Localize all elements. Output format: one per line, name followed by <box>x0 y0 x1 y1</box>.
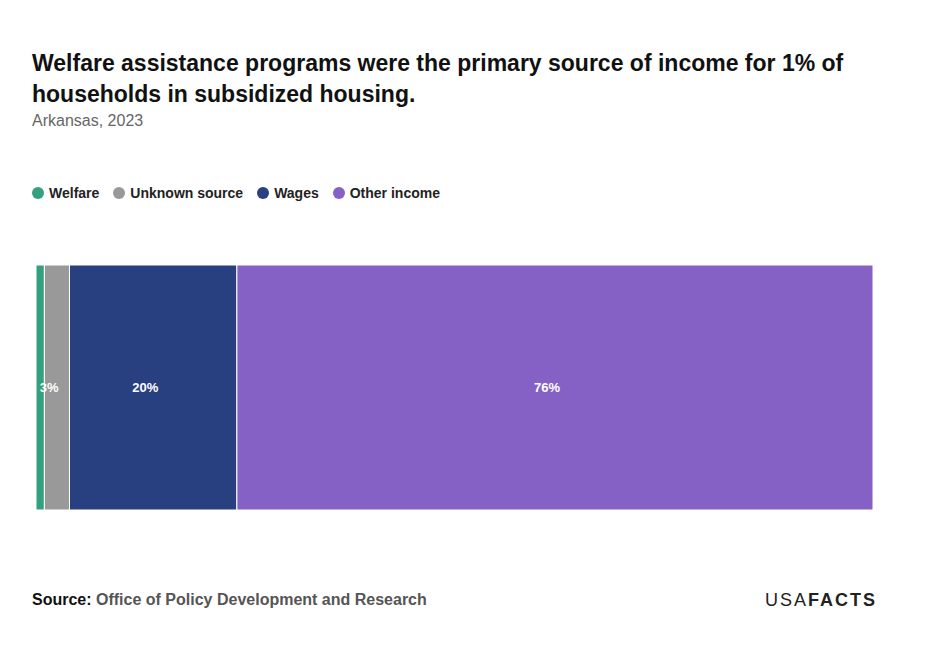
svg-text:76%: 76% <box>534 380 560 395</box>
html-text:USA FACTS: USA FACTS <box>765 590 877 610</box>
html-text:Arkansas, 2023: Arkansas, 2023 <box>32 112 144 129</box>
svg-text:20%: 20% <box>132 380 158 395</box>
html-text:Unknown source: Unknown source <box>130 185 244 201</box>
html-text:Other income: Other income <box>349 185 440 201</box>
html-text:Welfare: Welfare <box>49 185 100 201</box>
html-text:Welfare assistance programs we: Welfare assistance programs were the pri… <box>32 50 844 107</box>
html-text:Wages: Wages <box>274 185 319 201</box>
svg-text:3%: 3% <box>40 380 59 395</box>
html-text:Source: Office of Policy Devel: Source: Office of Policy Development and… <box>32 591 427 608</box>
